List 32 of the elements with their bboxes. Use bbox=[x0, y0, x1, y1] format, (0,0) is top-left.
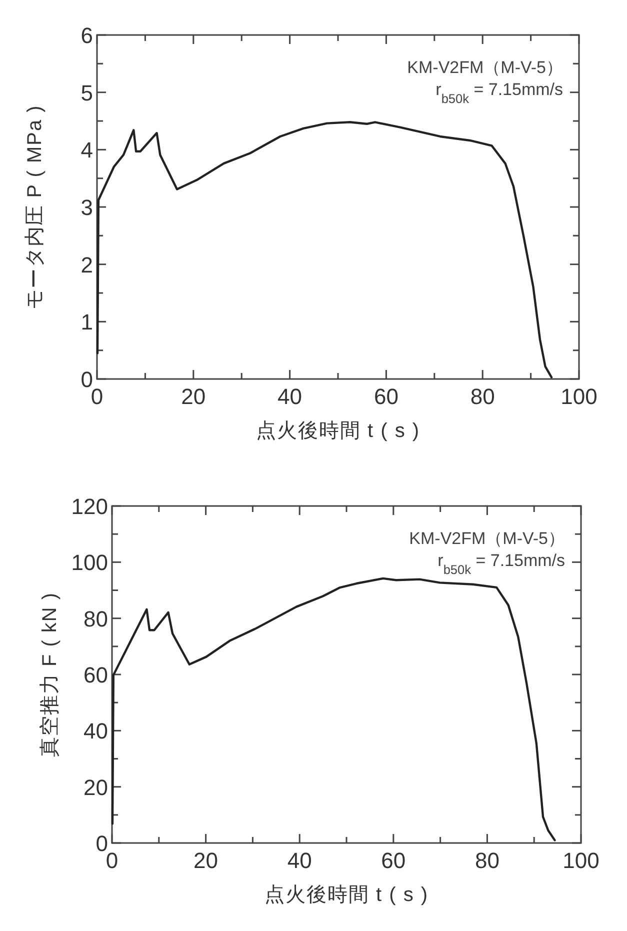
y-tick-label: 6 bbox=[80, 23, 93, 48]
annotation: KM-V2FM（M-V-5） bbox=[409, 529, 565, 548]
annotation: r$_{b50k}$ = 7.15mm/s bbox=[438, 551, 565, 576]
y-tick-label: 3 bbox=[80, 195, 93, 220]
y-tick-label: 2 bbox=[80, 252, 93, 278]
y-axis-title: 真空推力 F ( kN ) bbox=[39, 592, 61, 758]
x-tick-label: 40 bbox=[287, 848, 312, 873]
x-axis-title: 点火後時間 t ( s ) bbox=[264, 884, 429, 906]
y-axis-title: モータ内圧 P ( MPa ) bbox=[24, 104, 46, 310]
y-tick-label: 1 bbox=[80, 310, 93, 335]
y-tick-label: 0 bbox=[80, 367, 93, 392]
x-tick-label: 80 bbox=[474, 848, 500, 873]
x-tick-label: 20 bbox=[194, 848, 218, 873]
y-tick-label: 60 bbox=[84, 662, 108, 688]
y-tick-label: 0 bbox=[96, 831, 108, 856]
x-tick-label: 100 bbox=[562, 848, 600, 873]
annotation: KM-V2FM（M-V-5） bbox=[407, 58, 563, 77]
x-tick-label: 60 bbox=[381, 848, 406, 873]
annotation: r$_{b50k}$ = 7.15mm/s bbox=[436, 80, 563, 106]
y-tick-label: 4 bbox=[80, 138, 93, 163]
x-tick-label: 100 bbox=[560, 384, 598, 409]
y-tick-label: 5 bbox=[80, 80, 93, 106]
x-tick-label: 60 bbox=[374, 384, 398, 409]
y-tick-label: 80 bbox=[84, 606, 108, 632]
x-axis-title: 点火後時間 t ( s ) bbox=[256, 420, 420, 442]
x-tick-label: 20 bbox=[181, 384, 206, 409]
x-tick-label: 40 bbox=[278, 384, 302, 409]
y-tick-label: 40 bbox=[84, 718, 108, 744]
y-tick-label: 20 bbox=[84, 774, 108, 800]
x-tick-label: 80 bbox=[470, 384, 495, 409]
y-tick-label: 100 bbox=[71, 550, 108, 576]
y-tick-label: 120 bbox=[71, 494, 108, 519]
